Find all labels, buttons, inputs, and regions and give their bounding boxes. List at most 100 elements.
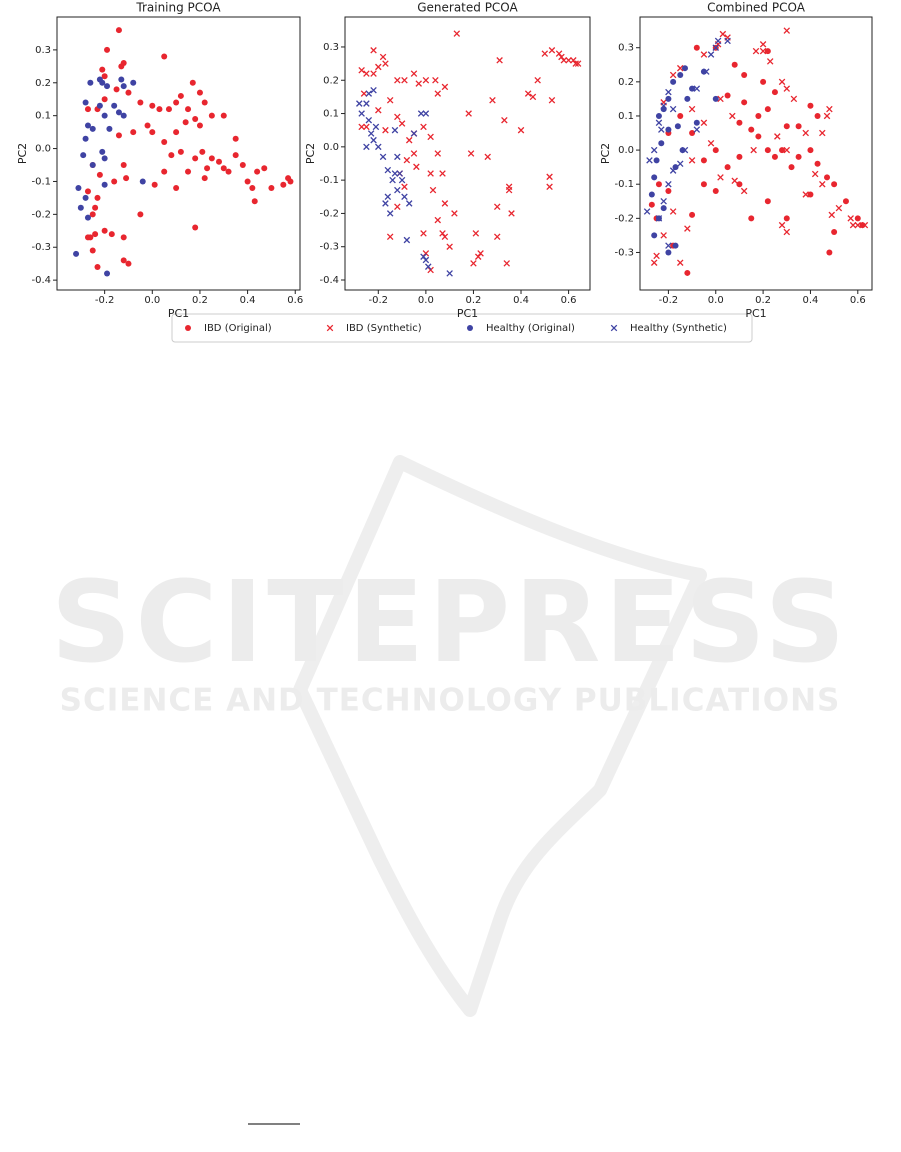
- marker-stroke: [363, 100, 370, 107]
- marker-x: [434, 90, 442, 97]
- marker-dot: [77, 204, 84, 211]
- marker-dot: [795, 153, 802, 160]
- marker-dot: [665, 188, 672, 195]
- marker-x: [396, 170, 403, 177]
- x-axis-label: PC1: [745, 307, 766, 320]
- marker-x: [861, 221, 869, 229]
- marker-dot: [677, 112, 684, 119]
- marker-dot: [115, 132, 122, 139]
- marker-x: [676, 64, 684, 72]
- marker-dot: [94, 194, 101, 201]
- marker-x: [707, 51, 715, 58]
- marker-x: [405, 136, 413, 144]
- marker-x: [501, 116, 508, 124]
- marker-stroke: [503, 260, 511, 267]
- marker-x: [358, 110, 365, 117]
- marker-stroke: [470, 260, 477, 267]
- marker-dot: [173, 129, 180, 136]
- marker-stroke: [358, 67, 365, 74]
- marker-stroke: [541, 50, 549, 57]
- marker-x: [484, 153, 491, 161]
- marker-dot: [287, 178, 294, 185]
- marker-x: [646, 157, 653, 164]
- plot-frame: [344, 16, 591, 291]
- marker-stroke: [778, 78, 786, 86]
- marker-dot: [196, 122, 203, 129]
- marker-dot: [807, 191, 814, 198]
- marker-stroke: [823, 112, 831, 120]
- legend-item: IBD (Original): [185, 323, 272, 334]
- marker-x: [655, 215, 663, 222]
- marker-dot: [712, 95, 719, 102]
- x-tick-label: 0.2: [192, 295, 208, 306]
- marker-dot: [779, 147, 786, 154]
- y-tick-label: 0.1: [35, 111, 51, 122]
- marker-stroke: [441, 83, 449, 91]
- marker-dot: [82, 135, 89, 142]
- marker-x: [688, 105, 696, 113]
- marker-dot: [681, 65, 688, 72]
- marker-stroke: [861, 221, 869, 229]
- marker-stroke: [394, 76, 401, 84]
- marker-stroke: [707, 51, 715, 58]
- marker-dot: [80, 152, 87, 159]
- marker-x: [717, 174, 724, 181]
- marker-stroke: [665, 88, 672, 96]
- marker-stroke: [681, 146, 689, 154]
- marker-stroke: [363, 70, 370, 77]
- marker-dot: [201, 99, 208, 106]
- marker-x: [783, 228, 791, 236]
- marker-x: [413, 163, 420, 171]
- marker-x: [558, 53, 565, 61]
- marker-x: [429, 186, 437, 194]
- marker-stroke: [802, 191, 809, 198]
- marker-stroke: [676, 160, 684, 167]
- marker-dot: [101, 112, 108, 119]
- marker-stroke: [401, 183, 408, 191]
- marker-stroke: [358, 123, 365, 131]
- marker-dot: [149, 129, 156, 136]
- marker-dot: [173, 185, 180, 192]
- marker-x: [403, 236, 411, 244]
- legend-label: IBD (Synthetic): [346, 323, 422, 334]
- marker-stroke: [391, 126, 399, 134]
- marker-dot: [192, 155, 199, 162]
- marker-stroke: [375, 143, 382, 151]
- marker-dot: [120, 234, 127, 241]
- marker-stroke: [365, 116, 373, 124]
- marker-dot: [84, 188, 91, 195]
- marker-stroke: [386, 96, 394, 104]
- watermark-shape: [293, 455, 707, 1017]
- y-tick-label: -0.3: [319, 242, 339, 253]
- marker-x: [541, 50, 549, 57]
- marker-stroke: [650, 146, 658, 154]
- marker-stroke: [572, 60, 579, 67]
- marker-dot: [807, 102, 814, 109]
- y-tick-label: -0.1: [31, 176, 51, 187]
- marker-dot: [130, 79, 137, 86]
- marker-dot: [712, 188, 719, 195]
- marker-stroke: [394, 113, 401, 121]
- marker-stroke: [548, 47, 556, 54]
- marker-stroke: [398, 120, 406, 127]
- y-tick-label: 0.2: [618, 77, 634, 88]
- marker-x: [363, 70, 370, 77]
- y-axis-label: PC2: [599, 143, 612, 164]
- marker-dot: [185, 325, 191, 331]
- marker-x: [508, 210, 515, 217]
- y-tick-label: -0.3: [31, 242, 51, 253]
- marker-dot: [137, 99, 144, 106]
- marker-x: [389, 176, 396, 184]
- marker-stroke: [477, 250, 484, 257]
- marker-stroke: [693, 126, 701, 133]
- marker-dot: [764, 198, 771, 205]
- watermark-subtitle: SCIENCE AND TECHNOLOGY PUBLICATIONS: [60, 683, 841, 719]
- marker-x: [422, 250, 430, 257]
- marker-x: [719, 30, 727, 38]
- marker-x: [379, 53, 387, 61]
- watermark: SCITEPRESS SCIENCE AND TECHNOLOGY PUBLIC…: [51, 455, 845, 1017]
- marker-stroke: [441, 200, 449, 207]
- marker-dot: [89, 211, 96, 218]
- marker-x: [372, 123, 380, 131]
- marker-x: [660, 232, 667, 239]
